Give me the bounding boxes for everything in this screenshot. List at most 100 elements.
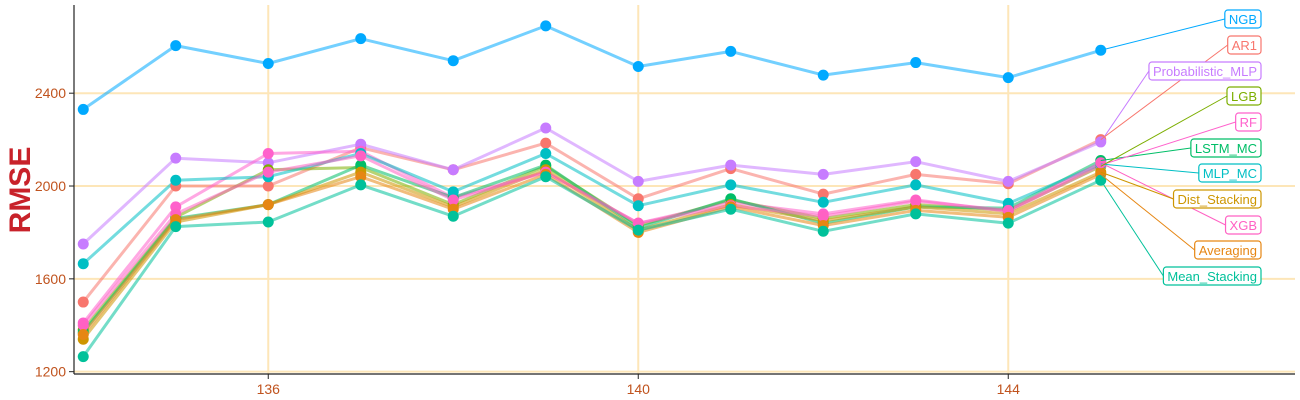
data-point-xgb xyxy=(355,150,367,162)
y-axis-title: RMSE xyxy=(4,147,37,234)
data-point-ngb xyxy=(632,61,644,72)
data-point-ngb xyxy=(817,69,829,81)
legend-item-xgb: XGB xyxy=(1224,215,1262,235)
data-point-ar1 xyxy=(262,180,274,192)
data-point-mean-stacking xyxy=(817,225,829,237)
data-point-mean-stacking xyxy=(1002,217,1014,229)
legend-box-probabilistic-mlp xyxy=(1148,61,1262,81)
x-tick-label: 144 xyxy=(997,381,1021,397)
data-point-xgb xyxy=(817,210,829,222)
series-line-ngb xyxy=(82,24,1102,111)
legend-connector-dist-stacking xyxy=(1100,171,1174,200)
legend-connector-xgb xyxy=(1100,162,1226,226)
legend-label-lgb: LGB xyxy=(1231,89,1257,104)
legend-label-ar1: AR1 xyxy=(1232,38,1257,53)
data-point-probabilistic-mlp xyxy=(447,164,459,176)
legend-connector-lgb xyxy=(1100,95,1228,167)
legend-label-averaging: Averaging xyxy=(1199,243,1257,258)
data-point-mlp-mc xyxy=(77,258,89,270)
data-point-mlp-mc xyxy=(725,179,737,191)
data-point-probabilistic-mlp xyxy=(1002,175,1014,187)
y-tick-label: 1600 xyxy=(35,271,66,287)
series-layer xyxy=(77,20,1107,363)
legend-item-mlp-mc: MLP_MC xyxy=(1198,163,1262,183)
data-point-mean-stacking xyxy=(632,224,644,236)
data-point-mlp-mc xyxy=(632,200,644,212)
legend-item-probabilistic-mlp: Probabilistic_MLP xyxy=(1148,61,1262,81)
data-point-mlp-mc xyxy=(540,148,552,160)
legend-item-lstm-mc: LSTM_MC xyxy=(1190,138,1262,158)
legend-box-xgb xyxy=(1224,215,1262,235)
data-point-ngb xyxy=(540,20,552,32)
data-point-xgb xyxy=(262,166,274,178)
data-point-xgb xyxy=(910,195,922,207)
data-point-ngb xyxy=(447,55,459,67)
data-point-averaging xyxy=(77,329,89,341)
legend-connector-rf xyxy=(1100,121,1236,166)
legend-item-lgb: LGB xyxy=(1226,86,1262,106)
legend-label-mean-stacking: Mean_Stacking xyxy=(1167,269,1257,284)
legend-box-averaging xyxy=(1194,240,1262,260)
data-point-probabilistic-mlp xyxy=(817,168,829,180)
data-point-probabilistic-mlp xyxy=(170,152,182,164)
data-point-mlp-mc xyxy=(910,179,922,191)
legend-label-ngb: NGB xyxy=(1229,12,1257,27)
legend-box-mean-stacking xyxy=(1162,266,1262,286)
data-point-ar1 xyxy=(540,137,552,149)
series-line-xgb xyxy=(82,154,1102,327)
data-point-probabilistic-mlp xyxy=(910,156,922,168)
data-point-ngb xyxy=(77,103,89,115)
data-point-averaging xyxy=(262,199,274,211)
x-tick-label: 136 xyxy=(257,381,281,397)
legend-item-ngb: NGB xyxy=(1224,9,1262,29)
axis-layer: 136 140 144 1200 1600 2000 2400 xyxy=(35,5,1295,397)
y-tick-label: 2400 xyxy=(35,85,66,101)
data-point-mlp-mc xyxy=(170,174,182,186)
data-point-mean-stacking xyxy=(540,171,552,183)
y-tick-label: 1200 xyxy=(35,364,66,380)
data-point-mean-stacking xyxy=(170,221,182,233)
legend-label-dist-stacking: Dist_Stacking xyxy=(1178,192,1257,207)
legend-box-dist-stacking xyxy=(1172,189,1262,209)
grid-layer xyxy=(74,5,1295,374)
data-point-xgb xyxy=(77,319,89,331)
legend-label-mlp-mc: MLP_MC xyxy=(1203,166,1257,181)
series-line-ar1 xyxy=(82,138,1102,304)
legend-box-lstm-mc xyxy=(1190,138,1262,158)
legend-connector-probabilistic-mlp xyxy=(1100,70,1150,143)
legend-box-lgb xyxy=(1226,86,1262,106)
data-point-averaging xyxy=(355,171,367,183)
legend-label-rf: RF xyxy=(1240,115,1257,130)
legend-item-mean-stacking: Mean_Stacking xyxy=(1162,266,1262,286)
legend-item-rf: RF xyxy=(1235,112,1262,132)
data-point-ngb xyxy=(725,45,737,57)
data-point-mean-stacking xyxy=(355,179,367,191)
data-point-probabilistic-mlp xyxy=(77,238,89,250)
data-point-ngb xyxy=(355,33,367,45)
legend-item-dist-stacking: Dist_Stacking xyxy=(1172,189,1262,209)
data-point-ar1 xyxy=(77,296,89,308)
data-point-mean-stacking xyxy=(725,203,737,215)
legend-connector-averaging xyxy=(1100,174,1196,251)
data-point-mean-stacking xyxy=(262,216,274,228)
legend-connector-ar1 xyxy=(1100,44,1229,141)
legend-label-xgb: XGB xyxy=(1230,218,1257,233)
legend-box-ngb xyxy=(1224,9,1262,29)
legend-box-mlp-mc xyxy=(1198,163,1262,183)
plot-panel xyxy=(74,5,1295,374)
legend-connector-mean-stacking xyxy=(1100,179,1164,277)
data-point-ngb xyxy=(170,40,182,52)
data-point-mlp-mc xyxy=(817,196,829,208)
data-point-rf xyxy=(262,148,274,160)
series-line-mlp-mc xyxy=(82,152,1102,265)
data-point-mlp-mc xyxy=(447,186,459,198)
data-point-probabilistic-mlp xyxy=(540,122,552,134)
data-point-ngb xyxy=(262,57,274,69)
legend-label-lstm-mc: LSTM_MC xyxy=(1195,141,1257,156)
series-line-mean-stacking xyxy=(81,175,1102,358)
y-tick-label: 2000 xyxy=(35,178,66,194)
data-point-xgb xyxy=(447,194,459,206)
data-point-mean-stacking xyxy=(910,208,922,220)
